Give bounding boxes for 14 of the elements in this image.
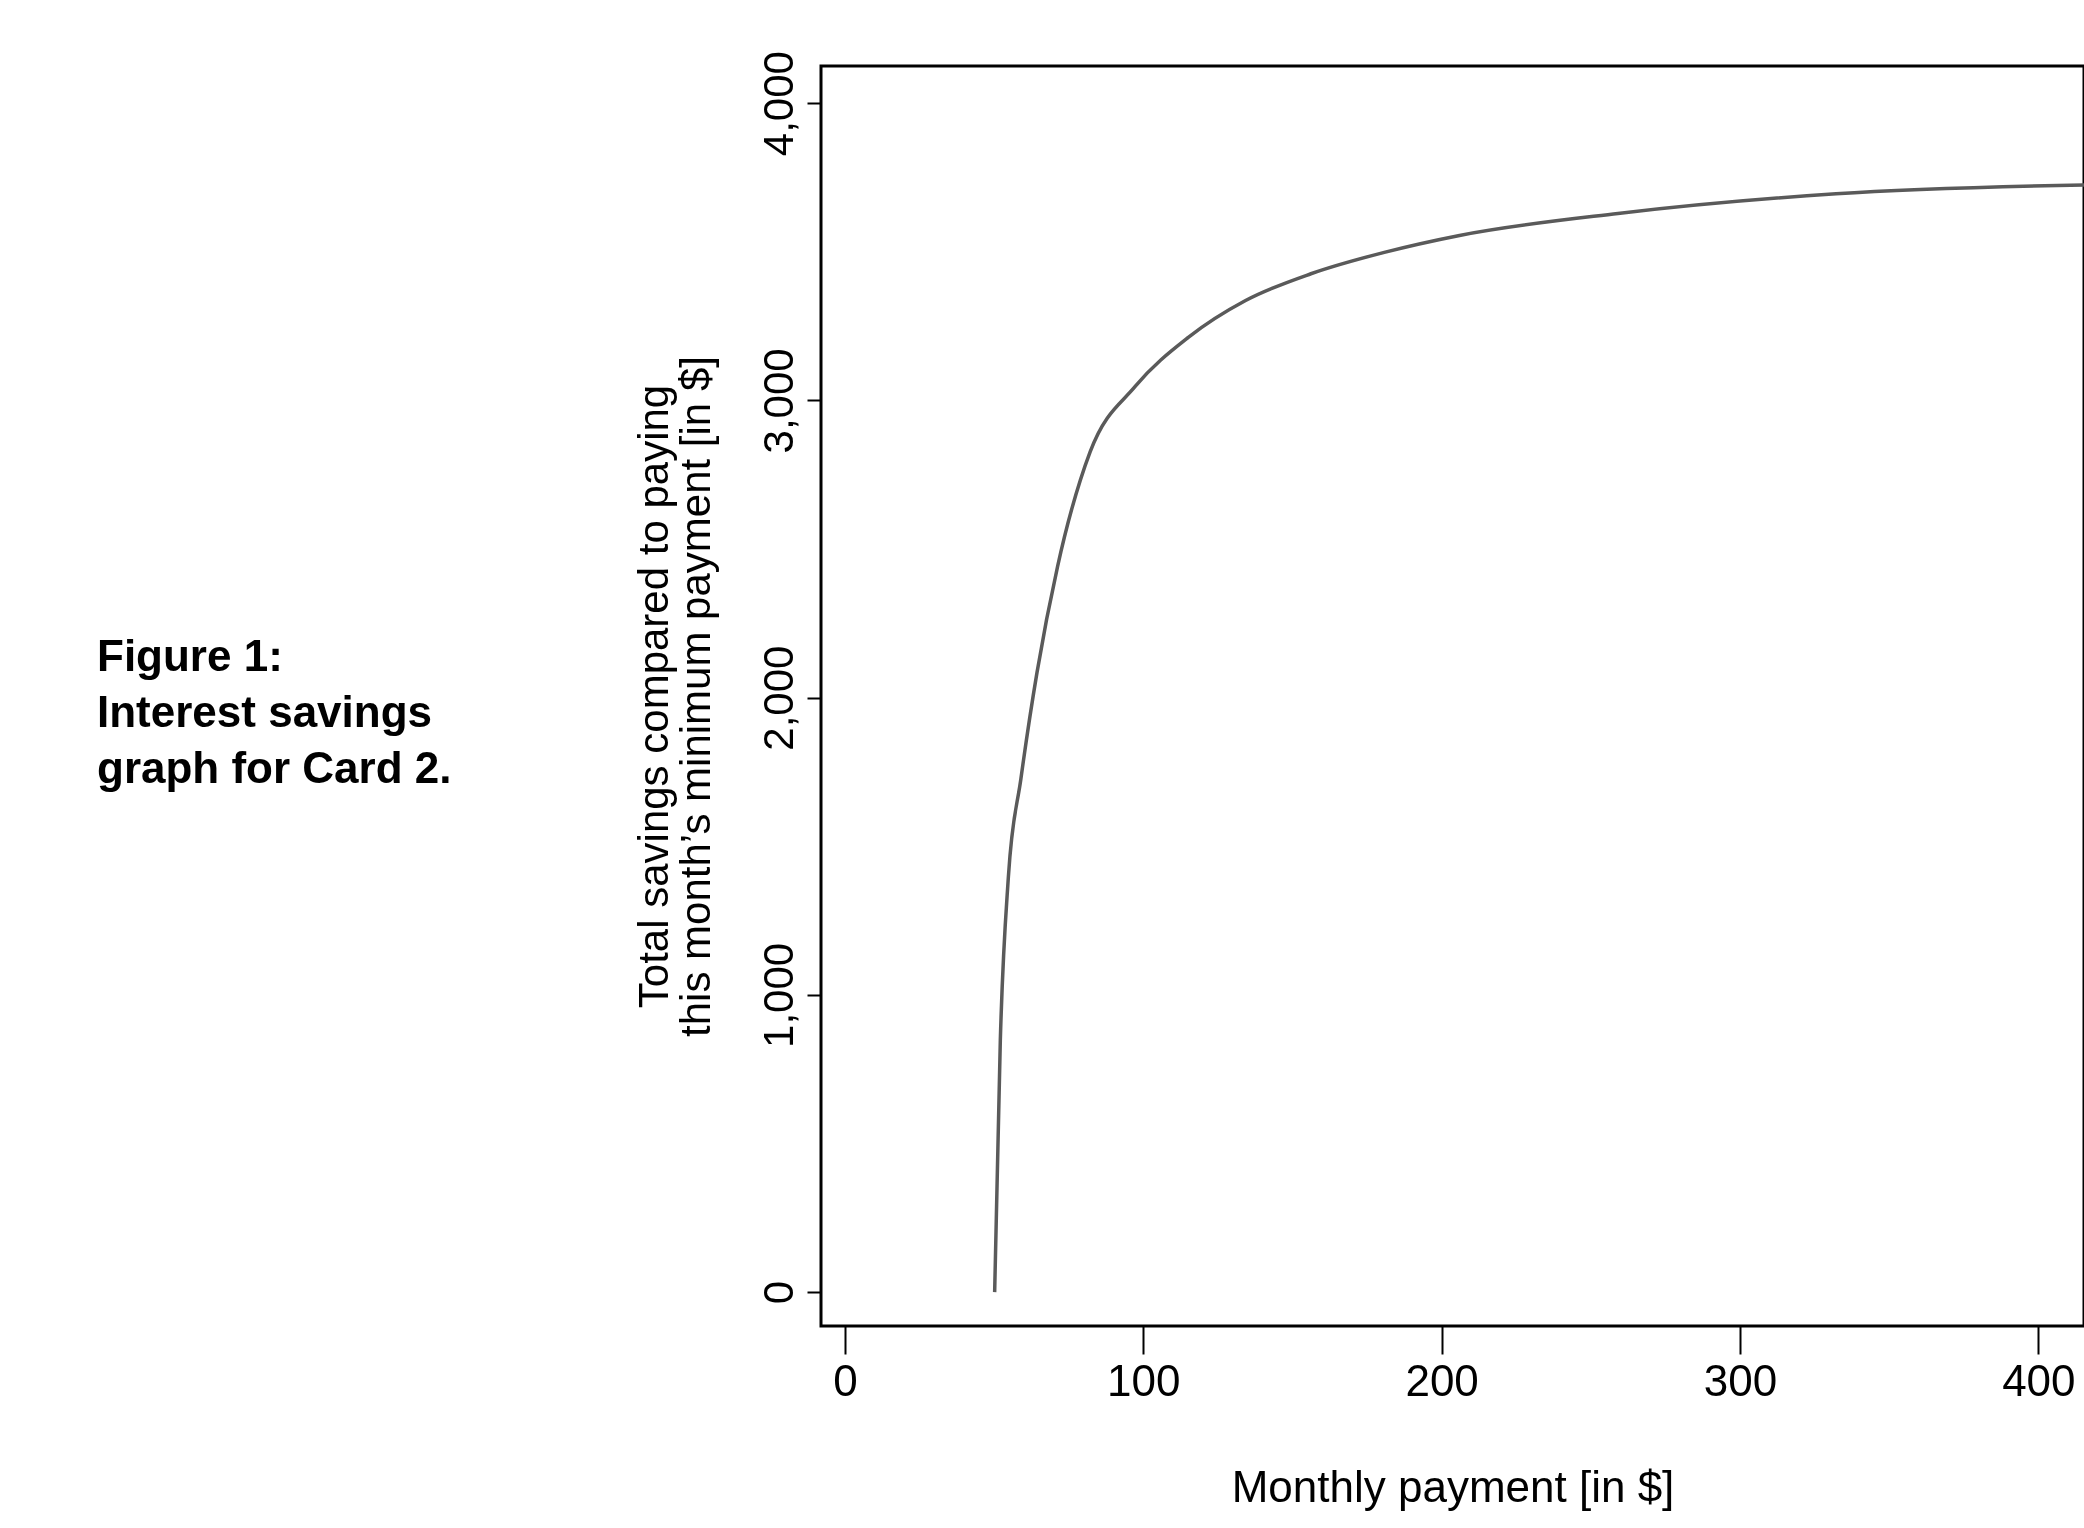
x-axis-title: Monthly payment [in $] bbox=[1231, 1461, 1675, 1511]
line-series bbox=[992, 183, 2084, 1294]
x-tick-label: 0 bbox=[833, 1355, 858, 1405]
y-tick-label: 3,000 bbox=[754, 348, 802, 454]
x-tick-label: 100 bbox=[1107, 1355, 1181, 1405]
text: Figure 1: Interest savings graph for Card 2. bbox=[97, 630, 452, 794]
x-tick-label: 400 bbox=[2002, 1355, 2076, 1405]
y-axis-title: Total savings compared to paying this month’s minimum payment [in $] bbox=[629, 356, 719, 1037]
x-tick-label: 300 bbox=[1703, 1355, 1778, 1405]
y-tick-label: 0 bbox=[754, 1280, 802, 1305]
y-tick-label: 1,000 bbox=[754, 942, 802, 1048]
x-tick-label: 200 bbox=[1405, 1355, 1479, 1405]
y-tick-label: 2,000 bbox=[754, 645, 802, 751]
y-tick-label: 4,000 bbox=[754, 51, 802, 157]
